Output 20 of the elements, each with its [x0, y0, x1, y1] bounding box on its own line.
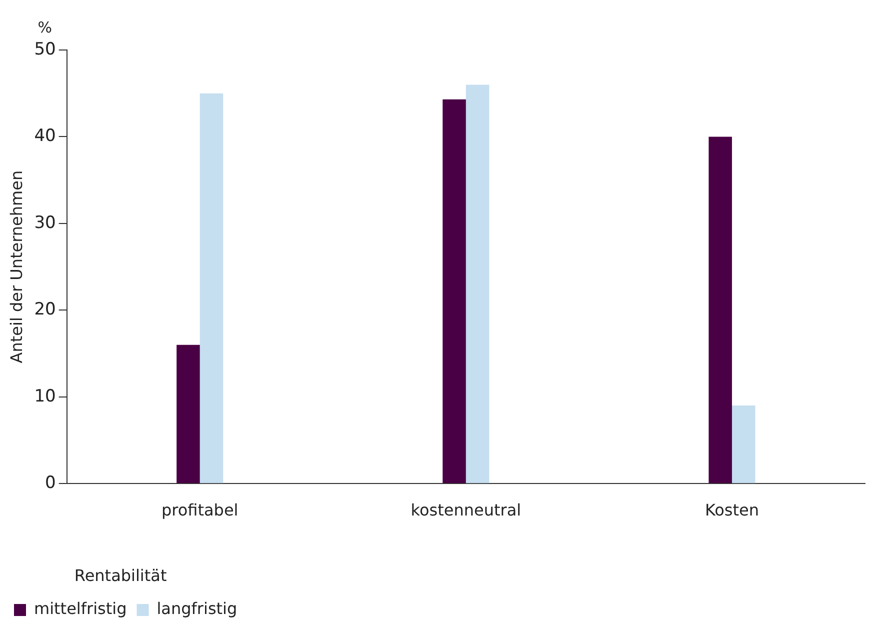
y-tick-label: 0 — [45, 473, 56, 494]
bar — [708, 136, 732, 484]
legend-label: mittelfristig — [34, 599, 127, 618]
y-tick-label: 40 — [34, 126, 56, 146]
x-tick-label: profitabel — [161, 500, 238, 520]
text: % — [38, 18, 52, 36]
bar — [732, 406, 756, 484]
y-tick-label: 50 — [34, 39, 56, 60]
y-tick-label: 20 — [34, 300, 56, 320]
legend-title: Rentabilität — [74, 566, 167, 585]
bar — [200, 93, 224, 484]
bar — [176, 344, 200, 484]
bar — [442, 99, 466, 484]
x-tick-label: kostenneutral — [410, 500, 522, 520]
bar — [466, 84, 490, 484]
legend-label: langfristig — [156, 599, 238, 618]
y-axis-title: Anteil der Unternehmen — [6, 170, 26, 364]
y-tick-label: 30 — [34, 212, 56, 233]
y-tick-label: 10 — [34, 386, 56, 406]
x-tick-label: Kosten — [704, 500, 760, 520]
